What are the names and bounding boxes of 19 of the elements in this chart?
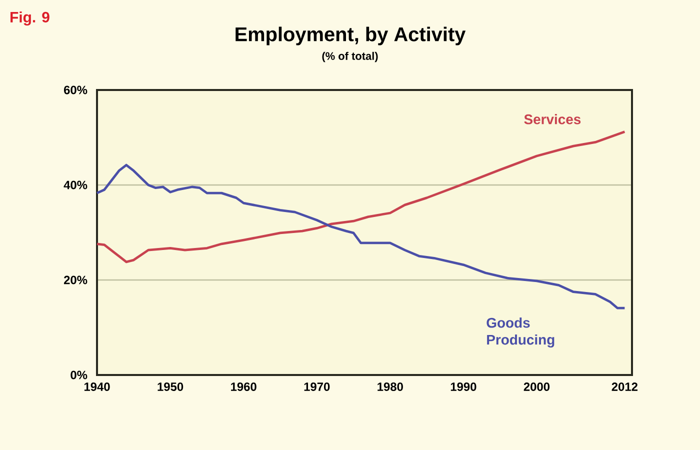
x-tick-label: 1950 — [158, 382, 184, 391]
caption: Fig. 9 — [10, 12, 50, 26]
y-tick-label: 0% — [70, 370, 88, 380]
series-label: Services — [524, 114, 581, 124]
x-tick-label: 2012 — [612, 382, 638, 391]
y-tick-label: 60% — [64, 86, 88, 94]
text: Goods Producing — [486, 318, 554, 348]
line-series — [96, 164, 626, 310]
x-tick-label: 1940 — [84, 382, 110, 391]
x-tick-label: 1980 — [378, 382, 403, 391]
y-tick-label: 40% — [64, 180, 88, 190]
line-series — [96, 130, 626, 264]
x-tick-label: 1960 — [231, 382, 256, 391]
y-tick-label: 20% — [64, 276, 88, 284]
chart-title: Employment, by Activity — [236, 26, 466, 46]
x-tick-label: 2000 — [524, 382, 550, 391]
x-tick-label: 1970 — [304, 382, 330, 391]
chart-subtitle: (% of total) — [322, 52, 378, 62]
x-tick-label: 1990 — [450, 382, 476, 391]
